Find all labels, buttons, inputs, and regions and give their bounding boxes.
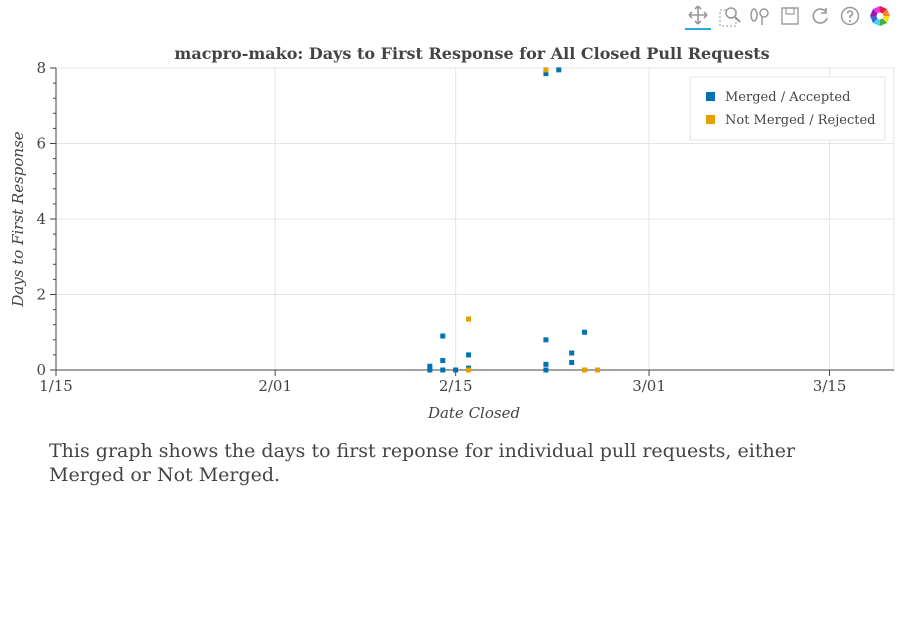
chart-title: macpro-mako: Days to First Response for … — [174, 44, 769, 63]
legend-swatch — [706, 92, 715, 101]
merged-point — [440, 358, 446, 364]
merged-point — [582, 329, 588, 335]
merged-point — [427, 363, 433, 369]
bokeh-logo-icon — [870, 6, 890, 26]
save-tool-button[interactable] — [777, 2, 803, 30]
reset-tool-button[interactable] — [807, 2, 833, 30]
legend: Merged / Accepted Not Merged / Rejected — [689, 76, 886, 141]
axes: 0 2 4 6 8 1/15 2/01 2/15 3/01 3/15 — [36, 59, 894, 395]
data-points — [427, 67, 600, 373]
merged-point — [440, 333, 446, 339]
x-tick-label: 2/01 — [258, 377, 292, 395]
reset-icon — [812, 8, 828, 24]
box-zoom-icon — [719, 7, 741, 27]
y-tick-label: 2 — [36, 286, 46, 304]
merged-point — [543, 367, 549, 373]
merged-point — [427, 367, 433, 373]
wheel-zoom-icon — [750, 8, 769, 25]
wheel-zoom-tool-button[interactable] — [747, 2, 773, 30]
help-tool-button[interactable] — [837, 2, 863, 30]
legend-label: Merged / Accepted — [725, 90, 850, 105]
x-axis-label: Date Closed — [427, 404, 520, 422]
merged-point — [440, 367, 446, 373]
help-icon — [840, 6, 860, 26]
not-merged-point — [582, 367, 588, 373]
pan-tool-button[interactable] — [685, 2, 711, 30]
chart-caption: This graph shows the days to first repon… — [49, 440, 796, 486]
bokeh-logo-link[interactable] — [867, 2, 893, 30]
merged-point — [466, 352, 472, 358]
not-merged-point — [594, 367, 600, 373]
move-icon — [688, 5, 708, 25]
merged-point — [543, 71, 549, 77]
legend-label: Not Merged / Rejected — [725, 113, 875, 128]
x-tick-label: 3/01 — [632, 377, 666, 395]
save-icon — [781, 7, 799, 25]
y-tick-label: 4 — [36, 210, 46, 228]
y-tick-label: 0 — [36, 361, 46, 379]
y-tick-label: 6 — [36, 135, 46, 153]
y-axis-label: Days to First Response — [9, 131, 27, 307]
x-tick-label: 3/15 — [813, 377, 847, 395]
box-zoom-tool-button[interactable] — [717, 2, 743, 30]
legend-swatch — [706, 115, 715, 124]
not-merged-point — [466, 316, 472, 322]
merged-point — [543, 337, 549, 343]
y-tick-label: 8 — [36, 59, 46, 77]
merged-point — [556, 67, 562, 73]
merged-point — [569, 359, 575, 365]
toolbar — [685, 2, 900, 32]
not-merged-point — [466, 367, 472, 373]
merged-point — [453, 367, 459, 373]
x-tick-label: 2/15 — [439, 377, 473, 395]
merged-point — [569, 350, 575, 356]
x-tick-label: 1/15 — [39, 377, 73, 395]
merged-point — [543, 361, 549, 367]
not-merged-point — [543, 67, 549, 73]
legend-box — [689, 76, 886, 141]
scatter-chart: macpro-mako: Days to First Response for … — [9, 44, 895, 422]
